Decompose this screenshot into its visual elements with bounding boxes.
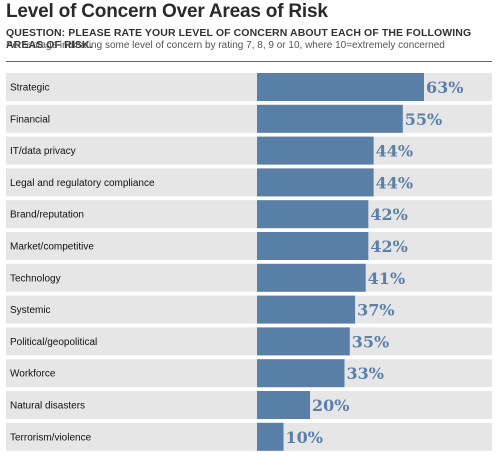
- bar: [257, 327, 350, 356]
- row-background: [6, 263, 492, 292]
- value-label: 35%: [352, 332, 389, 351]
- category-label: Market/competitive: [10, 242, 94, 253]
- value-label: 42%: [370, 237, 407, 256]
- category-label: Legal and regulatory compliance: [10, 178, 155, 189]
- row-background: [6, 295, 492, 324]
- chart-question: QUESTION: PLEASE RATE YOUR LEVEL OF CONC…: [6, 27, 472, 51]
- value-label: 20%: [312, 396, 349, 415]
- bar: [257, 136, 374, 165]
- category-label: Financial: [10, 114, 50, 125]
- bar: [257, 359, 345, 388]
- category-label: Technology: [10, 273, 61, 284]
- value-label: 37%: [357, 301, 394, 320]
- bar: [257, 104, 403, 133]
- bar: [257, 200, 369, 229]
- category-label: Strategic: [10, 83, 49, 94]
- category-label: Terrorism/violence: [10, 432, 92, 443]
- category-label: Natural disasters: [10, 401, 85, 412]
- value-label: 10%: [286, 428, 323, 447]
- row-background: [6, 168, 492, 197]
- value-label: 42%: [370, 205, 407, 224]
- bar: [257, 263, 366, 292]
- value-label: 41%: [368, 269, 405, 288]
- category-label: Systemic: [10, 305, 51, 316]
- bar: [257, 232, 369, 260]
- category-label: Workforce: [10, 369, 56, 380]
- value-label: 55%: [405, 110, 442, 129]
- bar: [257, 422, 284, 451]
- category-label: Political/geopolitical: [10, 337, 97, 348]
- chart-title: Level of Concern Over Areas of Risk: [6, 1, 328, 22]
- value-label: 33%: [346, 364, 383, 383]
- bar: [257, 295, 356, 324]
- category-label: Brand/reputation: [10, 210, 84, 221]
- bar: [257, 168, 374, 197]
- bar: [257, 391, 311, 419]
- chart-subtitle: Percentage indicating some level of conc…: [6, 40, 445, 51]
- bar: [257, 73, 424, 101]
- row-background: [6, 200, 492, 229]
- value-label: 44%: [376, 173, 413, 192]
- header-divider: [6, 61, 492, 62]
- row-background: [6, 136, 492, 165]
- category-label: IT/data privacy: [10, 146, 76, 157]
- row-background: [6, 422, 492, 451]
- value-label: 63%: [426, 78, 463, 97]
- row-background: [6, 232, 492, 260]
- row-background: [6, 327, 492, 356]
- row-background: [6, 391, 492, 419]
- row-background: [6, 359, 492, 388]
- value-label: 44%: [376, 142, 413, 161]
- row-background: [6, 104, 492, 133]
